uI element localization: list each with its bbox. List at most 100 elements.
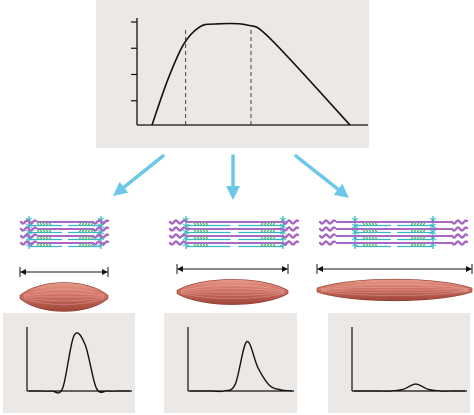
muscle-fiber-line bbox=[23, 298, 105, 306]
muscle-fiber-line bbox=[320, 291, 469, 296]
twitch-curve bbox=[190, 340, 293, 393]
myosin-head bbox=[91, 232, 110, 239]
cross-bridge bbox=[199, 236, 203, 240]
tension-graph-2 bbox=[164, 313, 297, 413]
muscle-fiber-line bbox=[23, 297, 105, 302]
myosin-head bbox=[450, 225, 469, 232]
cross-bridge bbox=[81, 236, 85, 240]
cross-bridge bbox=[269, 236, 273, 240]
down-arrow-icon bbox=[294, 154, 349, 198]
muscle-fiber-line bbox=[23, 292, 105, 297]
cross-bridge bbox=[374, 222, 378, 226]
cross-bridge bbox=[419, 236, 423, 240]
muscle-illustrations bbox=[19, 264, 473, 312]
graph-panel bbox=[3, 313, 135, 413]
cross-bridge bbox=[84, 222, 88, 226]
myosin-head bbox=[168, 232, 187, 239]
tension-graph-1 bbox=[3, 313, 135, 413]
myosin-head bbox=[168, 225, 187, 232]
cross-bridge bbox=[269, 243, 273, 247]
myosin-head bbox=[91, 218, 110, 225]
cross-bridge bbox=[90, 236, 94, 240]
cross-bridge bbox=[78, 222, 82, 226]
cross-bridge bbox=[36, 236, 40, 240]
cross-bridge bbox=[87, 243, 91, 247]
cross-bridge bbox=[193, 243, 197, 247]
myosin-head bbox=[168, 218, 187, 225]
cross-bridge bbox=[193, 222, 197, 226]
y-axis-ticks bbox=[131, 21, 137, 102]
cross-bridge bbox=[39, 222, 43, 226]
cross-bridge bbox=[42, 222, 46, 226]
twitch-curve bbox=[354, 383, 465, 392]
myosin-head bbox=[168, 239, 187, 246]
optimal-length-markers bbox=[185, 30, 252, 125]
length-tension-curve bbox=[151, 22, 351, 126]
cross-bridge bbox=[193, 229, 197, 233]
cross-bridge bbox=[202, 229, 206, 233]
cross-bridge bbox=[260, 229, 264, 233]
cross-bridge bbox=[196, 243, 200, 247]
cross-bridge bbox=[422, 229, 426, 233]
cross-bridge bbox=[263, 243, 267, 247]
cross-bridge bbox=[365, 236, 369, 240]
sarcomere-stretched bbox=[318, 216, 469, 249]
cross-bridge bbox=[78, 243, 82, 247]
muscle-fiber-line bbox=[180, 285, 285, 291]
cross-bridge bbox=[410, 229, 414, 233]
cross-bridge bbox=[266, 243, 270, 247]
cross-bridge bbox=[374, 229, 378, 233]
cross-bridge bbox=[199, 229, 203, 233]
cross-bridge bbox=[45, 222, 49, 226]
cross-bridge bbox=[272, 243, 276, 247]
muscle-body bbox=[316, 278, 473, 302]
cross-bridge bbox=[413, 236, 417, 240]
down-arrow-icon bbox=[226, 154, 240, 200]
cross-bridge bbox=[416, 222, 420, 226]
myosin-head bbox=[318, 225, 337, 232]
cross-bridge bbox=[422, 236, 426, 240]
myosin-head bbox=[281, 232, 300, 239]
cross-bridge bbox=[39, 243, 43, 247]
cross-bridge bbox=[413, 229, 417, 233]
cross-bridge bbox=[39, 229, 43, 233]
cross-bridge bbox=[90, 229, 94, 233]
cross-bridge bbox=[81, 243, 85, 247]
cross-bridge bbox=[196, 236, 200, 240]
cross-bridge bbox=[42, 243, 46, 247]
cross-bridge bbox=[199, 222, 203, 226]
cross-bridge bbox=[419, 229, 423, 233]
cross-bridge bbox=[48, 222, 52, 226]
cross-bridge bbox=[410, 222, 414, 226]
cross-bridge bbox=[263, 236, 267, 240]
muscle-body bbox=[19, 282, 109, 312]
muscle-fiber-line bbox=[180, 292, 285, 296]
myosin-head bbox=[281, 225, 300, 232]
cross-bridge bbox=[266, 229, 270, 233]
myosin-head bbox=[281, 218, 300, 225]
cross-bridge bbox=[416, 236, 420, 240]
myosin-head bbox=[318, 232, 337, 239]
twitch-tension-graphs bbox=[3, 313, 470, 413]
muscle-fiber-line bbox=[180, 293, 285, 299]
down-arrow-icon bbox=[113, 154, 165, 196]
cross-bridge bbox=[205, 243, 209, 247]
length-tension-axes bbox=[136, 18, 368, 126]
myosin-head bbox=[450, 239, 469, 246]
cross-bridge bbox=[371, 222, 375, 226]
cross-bridge bbox=[199, 243, 203, 247]
cross-bridge bbox=[36, 229, 40, 233]
cross-bridge bbox=[196, 229, 200, 233]
cross-bridge bbox=[260, 222, 264, 226]
cross-bridge bbox=[413, 243, 417, 247]
cross-bridge bbox=[272, 222, 276, 226]
cross-bridge bbox=[87, 236, 91, 240]
cross-bridge bbox=[48, 229, 52, 233]
cross-bridge bbox=[362, 236, 366, 240]
cross-bridge bbox=[42, 229, 46, 233]
cross-bridge bbox=[371, 243, 375, 247]
cross-bridge bbox=[202, 222, 206, 226]
sarcomere-short bbox=[19, 216, 110, 249]
cross-bridge bbox=[45, 229, 49, 233]
cross-bridge bbox=[90, 243, 94, 247]
